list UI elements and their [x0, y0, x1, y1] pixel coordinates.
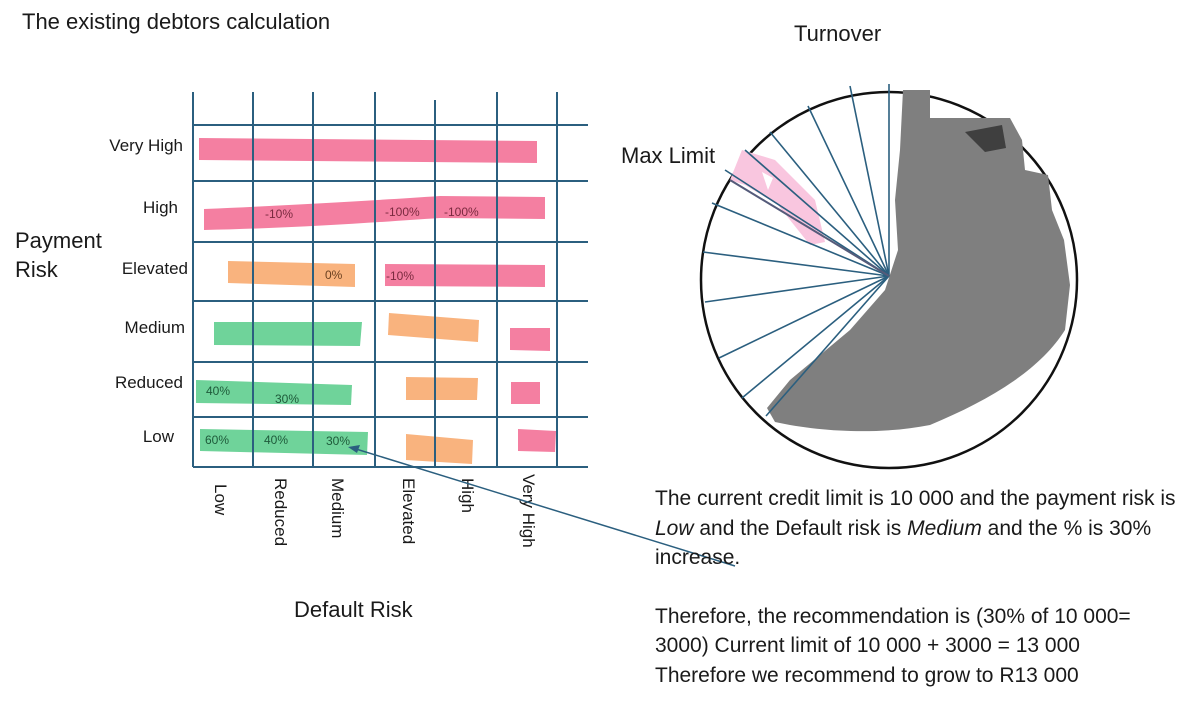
row-label-medium: Medium	[124, 318, 185, 337]
cell-elevated-elevated: -10%	[386, 269, 414, 283]
stroke-elevated-orange	[228, 261, 355, 287]
cell-reduced-low: 40%	[206, 384, 230, 398]
gray-fill-dark	[965, 125, 1006, 152]
risk-grid	[192, 92, 588, 468]
stroke-low-pink	[518, 429, 556, 452]
turnover-circle	[699, 84, 1079, 470]
pointer-arrow	[348, 445, 736, 567]
stroke-low-green	[200, 429, 368, 455]
stroke-elevated-pink	[385, 264, 545, 287]
payment-risk-axis-label: Payment Risk	[15, 228, 102, 282]
explanation-paragraph-3: Therefore we recommend to grow to R13 00…	[655, 663, 1079, 687]
cell-high-reduced: -10%	[265, 207, 293, 221]
max-limit-label: Max Limit	[621, 143, 716, 168]
row-label-high: High	[143, 198, 178, 217]
row-label-elevated: Elevated	[121, 259, 188, 278]
cell-reduced-reduced: 30%	[275, 392, 299, 406]
highlight-strokes	[196, 138, 556, 464]
page-title: The existing debtors calculation	[22, 9, 331, 34]
default-risk-axis-label: Default Risk	[294, 597, 413, 622]
stroke-medium-orange	[388, 313, 479, 342]
row-label-low: Low	[142, 427, 174, 446]
cell-elevated-medium: 0%	[325, 268, 343, 282]
stroke-low-orange	[406, 434, 473, 464]
stroke-very-high-pink	[199, 138, 537, 163]
turnover-label: Turnover	[794, 21, 882, 46]
explanation-text: The current credit limit is 10 000 and t…	[655, 484, 1185, 690]
cell-high-high: -100%	[444, 205, 479, 219]
row-label-very-high: Very High	[109, 136, 183, 155]
gray-fill	[767, 90, 1070, 432]
row-label-reduced: Reduced	[114, 373, 183, 392]
max-limit-fill	[730, 150, 825, 245]
stroke-reduced-pink	[511, 382, 540, 404]
stroke-medium-pink	[510, 328, 550, 351]
cell-low-medium: 30%	[326, 434, 350, 448]
cell-high-elevated: -100%	[385, 205, 420, 219]
explanation-paragraph-1: The current credit limit is 10 000 and t…	[655, 487, 1176, 569]
cell-low-low: 60%	[205, 433, 229, 447]
stroke-medium-green	[214, 322, 362, 346]
cell-low-reduced: 40%	[264, 433, 288, 447]
stroke-reduced-orange	[406, 377, 478, 400]
explanation-paragraph-2: Therefore, the recommendation is (30% of…	[655, 604, 1131, 658]
